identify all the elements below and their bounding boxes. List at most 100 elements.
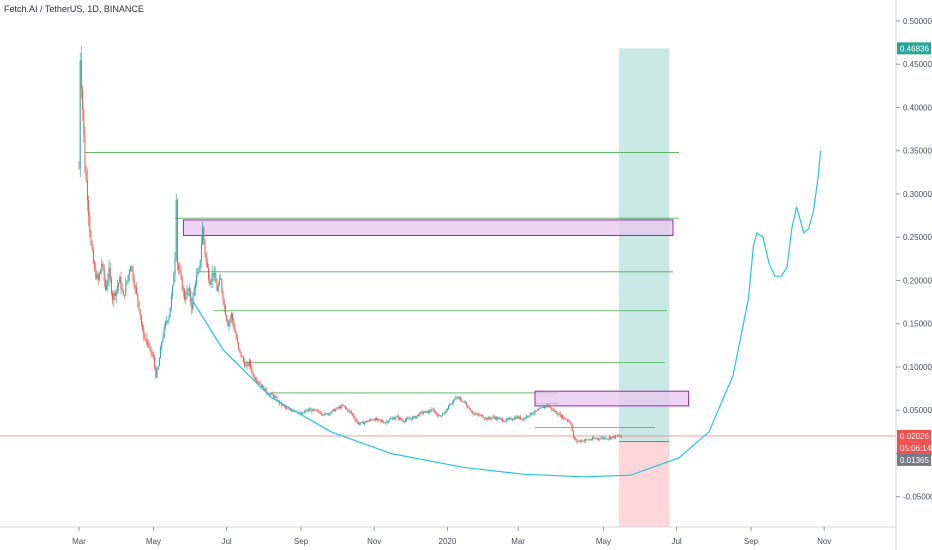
candle-body xyxy=(253,375,255,379)
candle-body xyxy=(82,89,84,110)
candle-body xyxy=(506,418,508,420)
candle-body xyxy=(539,407,541,410)
candle-body xyxy=(560,415,562,417)
candle-body xyxy=(383,422,385,424)
candle-body xyxy=(232,313,234,322)
candle-body xyxy=(265,388,267,393)
price-tick-label: 0.50000 xyxy=(903,17,932,26)
candle-body xyxy=(359,423,361,425)
candle-body xyxy=(348,410,350,412)
candle-body xyxy=(343,405,345,407)
candle-body xyxy=(604,437,606,439)
candle-body xyxy=(163,326,165,337)
candle-body xyxy=(140,316,142,325)
candle-body xyxy=(323,414,325,416)
candle-body xyxy=(366,421,368,423)
candle-body xyxy=(569,420,571,423)
candle-body xyxy=(565,419,567,421)
candle-body xyxy=(619,436,621,438)
candle-body xyxy=(538,409,540,410)
price-axis[interactable]: 0.50000 0.45000 0.40000 0.35000 0.30000 0.250… xyxy=(895,0,932,550)
drawings-layer xyxy=(0,48,896,527)
candle-body xyxy=(174,258,176,275)
candle-body xyxy=(354,417,356,420)
resistance-zone-lower xyxy=(534,390,690,407)
candle-body xyxy=(247,363,249,366)
candle-body xyxy=(397,416,399,419)
candle-body xyxy=(437,414,439,417)
candle-body xyxy=(472,412,474,414)
target-zone xyxy=(619,48,670,442)
candle-body xyxy=(510,418,512,420)
candle-body xyxy=(212,273,214,275)
candle-body xyxy=(559,413,561,417)
candle-body xyxy=(229,318,231,322)
candle-body xyxy=(254,378,256,381)
candle-body xyxy=(593,437,595,439)
candle-body xyxy=(222,291,224,302)
candle-body xyxy=(271,393,273,396)
candle-body xyxy=(92,249,94,263)
candle-body xyxy=(106,285,108,290)
candle-body xyxy=(458,396,460,399)
candle-body xyxy=(274,396,276,398)
candle-body xyxy=(620,434,622,437)
candle-body xyxy=(317,410,319,412)
candle-body xyxy=(211,273,213,282)
candle-body xyxy=(179,269,181,272)
candle-body xyxy=(258,382,260,384)
candle-body xyxy=(563,417,565,419)
candle-body xyxy=(523,417,525,421)
candle-body xyxy=(248,360,250,366)
candle-body xyxy=(328,413,330,415)
candle-body xyxy=(107,279,109,286)
candle-body xyxy=(289,409,291,411)
candle-body xyxy=(367,420,369,423)
candle-body xyxy=(116,286,118,290)
candle-body xyxy=(257,381,259,383)
candle-body xyxy=(316,409,318,411)
candle-body xyxy=(338,406,340,408)
candle-body xyxy=(196,275,198,284)
candle-body xyxy=(332,409,334,411)
candle-body xyxy=(600,438,602,440)
time-axis[interactable]: Mar May Jul Sep Nov 2020 Mar May Jul Sep Nov xyxy=(0,526,896,546)
candle-body xyxy=(318,410,320,413)
candle-body xyxy=(614,435,616,438)
candle-body xyxy=(335,408,337,411)
candle-body xyxy=(95,269,97,279)
candle-body xyxy=(587,439,589,441)
candle-body xyxy=(439,415,441,417)
candle-body xyxy=(110,278,112,294)
candle-body xyxy=(536,409,538,411)
current-price-badge: 0.02026 xyxy=(900,432,929,441)
time-tick-label: Nov xyxy=(817,537,831,546)
candle-body xyxy=(530,412,532,415)
candle-body xyxy=(290,410,292,412)
candle-body xyxy=(503,421,505,422)
candle-body xyxy=(175,200,177,259)
candle-body xyxy=(577,441,579,443)
candle-body xyxy=(584,439,586,441)
candle-body xyxy=(79,60,81,169)
candle-body xyxy=(142,324,144,330)
candle-body xyxy=(611,436,613,439)
candle-body xyxy=(262,385,264,387)
candle-body xyxy=(311,409,313,412)
candle-body xyxy=(541,407,543,408)
candle-body xyxy=(431,409,433,412)
candle-body xyxy=(408,418,410,420)
candle-body xyxy=(256,380,258,382)
candle-body xyxy=(616,435,618,437)
candle-body xyxy=(89,215,91,233)
candle-body xyxy=(606,438,608,440)
candle-body xyxy=(571,424,573,431)
candle-body xyxy=(484,417,486,419)
candle-body xyxy=(250,360,252,368)
candle-body xyxy=(409,418,411,420)
candle-body xyxy=(361,421,363,423)
time-tick-label: May xyxy=(146,537,161,546)
candle-body xyxy=(193,288,195,296)
candle-body xyxy=(118,283,120,287)
